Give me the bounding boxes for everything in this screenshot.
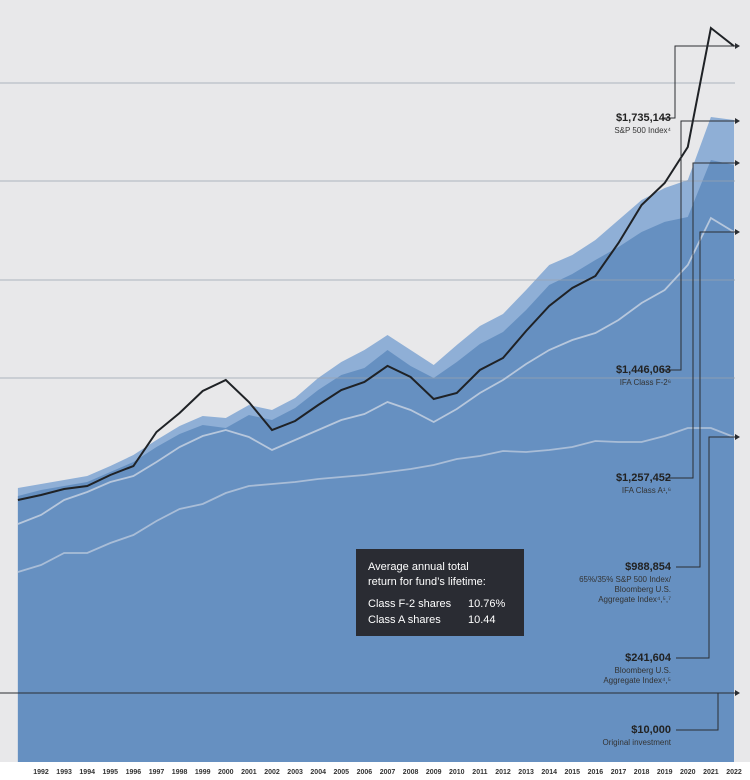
end-label-amount: $1,735,143 [616,112,671,124]
end-label-text: IFA Class F-2⁶ [620,378,671,387]
x-tick-label: 2005 [334,769,350,776]
end-label-text: Original investment [603,738,672,747]
end-label-amount: $10,000 [631,724,671,736]
x-tick-label: 1995 [103,769,119,776]
x-tick-label: 2016 [588,769,604,776]
x-tick-label: 2010 [449,769,465,776]
x-tick-label: 2020 [680,769,696,776]
x-tick-label: 2000 [218,769,234,776]
annotations [0,43,740,731]
connector [676,231,735,568]
x-tick-label: 2001 [241,769,257,776]
x-tick-label: 1999 [195,769,211,776]
x-tick-label: 2008 [403,769,419,776]
connector [676,436,735,659]
x-tick-label: 2009 [426,769,442,776]
line [17,216,735,525]
x-tick-label: 2003 [287,769,303,776]
end-label-text: S&P 500 Index⁴ [614,126,671,135]
line [17,427,735,573]
return-box: Average annual total return for fund’s l… [356,549,524,636]
box-title: return for fund’s lifetime: [368,576,486,588]
x-tick-label: 1994 [79,769,95,776]
end-label-amount: $1,257,452 [616,472,671,484]
connector [676,692,735,731]
area [17,160,734,762]
x-tick-label: 1993 [56,769,72,776]
x-tick-label: 2018 [634,769,650,776]
end-label-text: IFA Class A¹,⁶ [622,486,671,495]
end-label-amount: $1,446,063 [616,364,671,376]
x-tick-label: 1996 [126,769,142,776]
end-label-text: Aggregate Index⁴,⁵ [603,676,671,685]
box-row-value: 10.76% [468,598,506,610]
x-tick-label: 2004 [310,769,326,776]
x-tick-label: 1992 [33,769,49,776]
connector [665,162,735,479]
x-tick-label: 2014 [541,769,557,776]
end-label-amount: $988,854 [625,561,672,573]
x-tick-label: 2022 [726,769,742,776]
line [17,26,735,501]
x-tick-label: 2017 [611,769,627,776]
box-row-label: Class A shares [368,614,441,626]
x-tick-label: 2021 [703,769,719,776]
box-row-label: Class F-2 shares [368,598,452,610]
x-tick-label: 2002 [264,769,280,776]
connector [662,45,735,119]
end-label-amount: $241,604 [625,652,672,664]
end-label-text: Bloomberg U.S. [615,585,671,594]
x-tick-label: 2007 [380,769,396,776]
x-tick-label: 2015 [565,769,581,776]
x-tick-label: 2006 [357,769,373,776]
box-row-value: 10.44 [468,614,496,626]
x-tick-label: 2019 [657,769,673,776]
end-label-text: Aggregate Index⁴,⁵,⁷ [598,595,671,604]
end-label-text: Bloomberg U.S. [615,666,671,675]
connector [662,120,735,371]
x-tick-label: 2011 [472,769,487,776]
x-tick-label: 2012 [495,769,511,776]
x-tick-label: 1998 [172,769,188,776]
box-title: Average annual total [368,561,469,573]
x-tick-label: 1997 [149,769,165,776]
x-tick-label: 2013 [518,769,534,776]
end-label-text: 65%/35% S&P 500 Index/ [579,575,672,584]
